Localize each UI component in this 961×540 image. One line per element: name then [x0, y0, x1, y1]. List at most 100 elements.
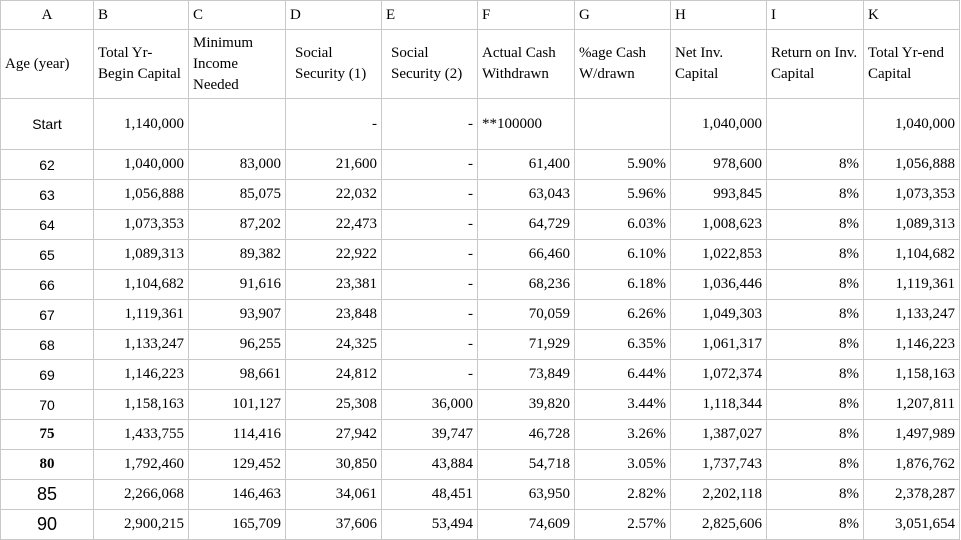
- cell-min-income[interactable]: 101,127: [188, 389, 286, 420]
- cell-withdrawn[interactable]: 63,950: [477, 479, 575, 510]
- cell-ss2[interactable]: -: [381, 269, 478, 300]
- cell-total-end[interactable]: 1,040,000: [863, 98, 960, 150]
- cell-ss1[interactable]: 23,848: [285, 299, 382, 330]
- cell-total-begin[interactable]: 1,073,353: [93, 209, 189, 240]
- cell-age[interactable]: 62: [0, 149, 94, 180]
- cell-age[interactable]: 70: [0, 389, 94, 420]
- cell-age[interactable]: 66: [0, 269, 94, 300]
- cell-total-begin[interactable]: 2,900,215: [93, 509, 189, 540]
- header-ss2[interactable]: Social Security (2): [381, 29, 478, 99]
- cell-age[interactable]: Start: [0, 98, 94, 150]
- cell-ss2[interactable]: -: [381, 299, 478, 330]
- cell-ss1[interactable]: 34,061: [285, 479, 382, 510]
- cell-age[interactable]: 63: [0, 179, 94, 210]
- cell-ss1[interactable]: 24,325: [285, 329, 382, 360]
- cell-ss1[interactable]: 37,606: [285, 509, 382, 540]
- cell-total-begin[interactable]: 1,089,313: [93, 239, 189, 270]
- cell-age[interactable]: 68: [0, 329, 94, 360]
- cell-pct[interactable]: 6.26%: [574, 299, 671, 330]
- cell-return[interactable]: 8%: [766, 419, 864, 450]
- cell-withdrawn[interactable]: 46,728: [477, 419, 575, 450]
- cell-total-end[interactable]: 1,497,989: [863, 419, 960, 450]
- cell-total-begin[interactable]: 1,104,682: [93, 269, 189, 300]
- cell-min-income[interactable]: [188, 98, 286, 150]
- cell-total-end[interactable]: 3,051,654: [863, 509, 960, 540]
- cell-min-income[interactable]: 165,709: [188, 509, 286, 540]
- cell-min-income[interactable]: 93,907: [188, 299, 286, 330]
- column-letter[interactable]: A: [0, 0, 94, 30]
- cell-pct[interactable]: 6.10%: [574, 239, 671, 270]
- cell-total-begin[interactable]: 1,146,223: [93, 359, 189, 390]
- cell-ss1[interactable]: 27,942: [285, 419, 382, 450]
- cell-return[interactable]: [766, 98, 864, 150]
- cell-pct[interactable]: 2.57%: [574, 509, 671, 540]
- cell-ss2[interactable]: 43,884: [381, 449, 478, 480]
- cell-return[interactable]: 8%: [766, 149, 864, 180]
- column-letter[interactable]: F: [477, 0, 575, 30]
- cell-total-end[interactable]: 1,104,682: [863, 239, 960, 270]
- cell-net-inv[interactable]: 1,737,743: [670, 449, 767, 480]
- header-pct[interactable]: %age Cash W/drawn: [574, 29, 671, 99]
- cell-ss1[interactable]: 22,473: [285, 209, 382, 240]
- cell-total-end[interactable]: 1,119,361: [863, 269, 960, 300]
- cell-age[interactable]: 85: [0, 479, 94, 510]
- cell-net-inv[interactable]: 2,825,606: [670, 509, 767, 540]
- header-min-income[interactable]: Minimum Income Needed: [188, 29, 286, 99]
- cell-withdrawn[interactable]: 61,400: [477, 149, 575, 180]
- cell-ss1[interactable]: 24,812: [285, 359, 382, 390]
- cell-net-inv[interactable]: 993,845: [670, 179, 767, 210]
- cell-min-income[interactable]: 89,382: [188, 239, 286, 270]
- cell-min-income[interactable]: 83,000: [188, 149, 286, 180]
- cell-total-end[interactable]: 1,146,223: [863, 329, 960, 360]
- cell-pct[interactable]: 5.96%: [574, 179, 671, 210]
- header-age[interactable]: Age (year): [0, 29, 94, 99]
- cell-ss2[interactable]: -: [381, 239, 478, 270]
- cell-return[interactable]: 8%: [766, 449, 864, 480]
- cell-ss2[interactable]: 53,494: [381, 509, 478, 540]
- cell-return[interactable]: 8%: [766, 509, 864, 540]
- column-letter[interactable]: G: [574, 0, 671, 30]
- cell-total-end[interactable]: 1,073,353: [863, 179, 960, 210]
- column-letter[interactable]: D: [285, 0, 382, 30]
- cell-net-inv[interactable]: 1,118,344: [670, 389, 767, 420]
- cell-withdrawn[interactable]: 54,718: [477, 449, 575, 480]
- cell-return[interactable]: 8%: [766, 389, 864, 420]
- cell-return[interactable]: 8%: [766, 479, 864, 510]
- cell-pct[interactable]: 5.90%: [574, 149, 671, 180]
- cell-pct[interactable]: 6.03%: [574, 209, 671, 240]
- cell-withdrawn[interactable]: 63,043: [477, 179, 575, 210]
- cell-pct[interactable]: 2.82%: [574, 479, 671, 510]
- cell-age[interactable]: 80: [0, 449, 94, 480]
- cell-min-income[interactable]: 91,616: [188, 269, 286, 300]
- header-total-end[interactable]: Total Yr-end Capital: [863, 29, 960, 99]
- cell-age[interactable]: 65: [0, 239, 94, 270]
- cell-ss1[interactable]: 23,381: [285, 269, 382, 300]
- cell-net-inv[interactable]: 2,202,118: [670, 479, 767, 510]
- cell-total-begin[interactable]: 1,140,000: [93, 98, 189, 150]
- cell-ss2[interactable]: 39,747: [381, 419, 478, 450]
- cell-withdrawn[interactable]: 70,059: [477, 299, 575, 330]
- cell-total-end[interactable]: 1,158,163: [863, 359, 960, 390]
- cell-ss2[interactable]: 36,000: [381, 389, 478, 420]
- header-net-inv[interactable]: Net Inv. Capital: [670, 29, 767, 99]
- cell-ss1[interactable]: 22,922: [285, 239, 382, 270]
- cell-total-begin[interactable]: 1,040,000: [93, 149, 189, 180]
- cell-age[interactable]: 64: [0, 209, 94, 240]
- cell-ss1[interactable]: 25,308: [285, 389, 382, 420]
- cell-ss2[interactable]: -: [381, 329, 478, 360]
- cell-age[interactable]: 69: [0, 359, 94, 390]
- cell-withdrawn[interactable]: 68,236: [477, 269, 575, 300]
- cell-ss2[interactable]: 48,451: [381, 479, 478, 510]
- cell-return[interactable]: 8%: [766, 299, 864, 330]
- cell-total-begin[interactable]: 1,119,361: [93, 299, 189, 330]
- cell-net-inv[interactable]: 1,008,623: [670, 209, 767, 240]
- cell-total-begin[interactable]: 1,433,755: [93, 419, 189, 450]
- cell-total-begin[interactable]: 1,792,460: [93, 449, 189, 480]
- cell-min-income[interactable]: 96,255: [188, 329, 286, 360]
- cell-pct[interactable]: 6.35%: [574, 329, 671, 360]
- cell-return[interactable]: 8%: [766, 269, 864, 300]
- cell-net-inv[interactable]: 1,040,000: [670, 98, 767, 150]
- cell-withdrawn[interactable]: 71,929: [477, 329, 575, 360]
- cell-ss2[interactable]: -: [381, 209, 478, 240]
- cell-return[interactable]: 8%: [766, 179, 864, 210]
